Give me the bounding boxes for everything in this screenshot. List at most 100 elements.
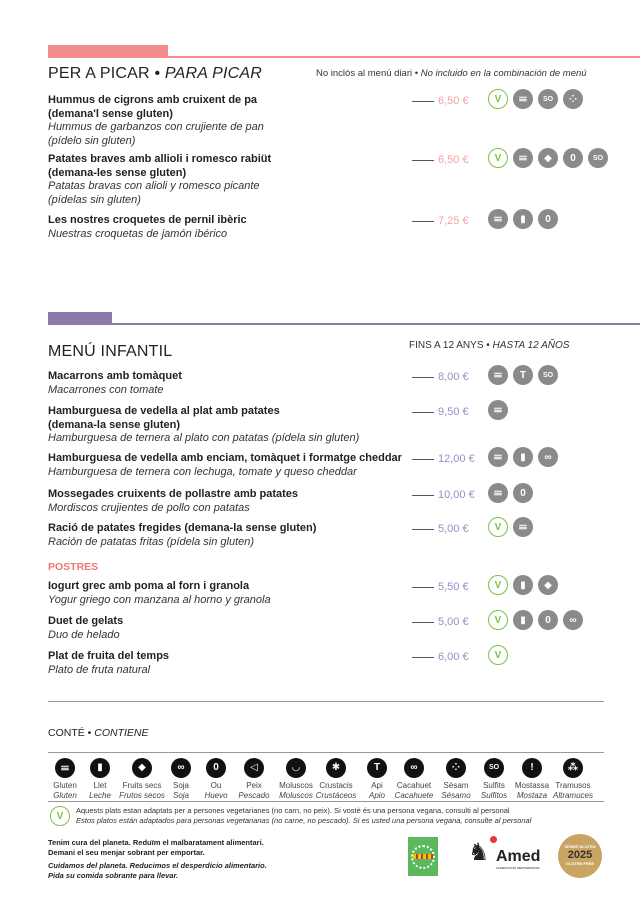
item-price: 5,50 € — [412, 580, 469, 594]
footer-ca-line: Demani el seu menjar sobrant per emporta… — [48, 848, 205, 857]
legend-label-es: Moluscos — [279, 791, 313, 800]
allergen-icons: 𝍢 ▮ ∞ — [488, 447, 558, 467]
menu-item: Mossegades cruixents de pollastre amb pa… — [48, 483, 640, 528]
price-dash — [412, 458, 434, 460]
gluten-icon: 𝍢 — [513, 89, 533, 109]
legend-item-celery: T Api Apio — [352, 758, 402, 801]
legend-label-es: Huevo — [204, 791, 228, 800]
item-name-es: Duo de helado — [48, 628, 120, 641]
sulphites-icon: SO — [484, 758, 504, 778]
fish-icon: ◁ — [244, 758, 264, 778]
price-dash — [412, 100, 434, 102]
egg-icon: 0 — [206, 758, 226, 778]
vegetarian-icon: V — [488, 89, 508, 109]
milk-icon: ▮ — [513, 447, 533, 467]
menu-item: Ració de patates fregides (demana-la sen… — [48, 517, 640, 562]
allergen-icons: V ▮ ◆ — [488, 575, 558, 595]
price-value: 5,00 € — [438, 523, 469, 535]
vegetarian-icon: V — [488, 575, 508, 595]
legend-label-ca: Soja — [172, 781, 189, 790]
allergen-legend: 𝍢 Gluten Gluten ▮ Llet Leche ◆ Fruits secs Fruto… — [48, 752, 604, 802]
item-price: 6,00 € — [412, 650, 469, 664]
item-name-ca: Iogurt grec amb poma al forn i granola — [48, 580, 250, 592]
nuts-icon: ◆ — [538, 575, 558, 595]
nuts-icon: ◆ — [538, 148, 558, 168]
allergen-icons: 𝍢 T SO — [488, 365, 558, 385]
vegetarian-icon: V — [50, 806, 70, 826]
item-price: 9,50 € — [412, 405, 469, 419]
gluten-icon: 𝍢 — [55, 758, 75, 778]
item-name-es: Hummus de garbanzos con crujiente de pan — [48, 121, 264, 133]
legend-label-ca: Llet — [93, 781, 107, 790]
legend-title-ca: CONTÉ — [48, 727, 85, 739]
item-name-ca: (demana-les sense gluten) — [48, 166, 187, 179]
legend-label-ca: Mostassa — [514, 781, 550, 790]
legend-label-es: Soja — [172, 791, 189, 800]
price-dash — [412, 220, 434, 222]
amed-text: Amed — [496, 848, 541, 865]
item-name-es: Macarrones con tomate — [48, 383, 164, 396]
item-price: 5,00 € — [412, 522, 469, 536]
legend-title: CONTÉ • CONTIENE — [48, 727, 149, 739]
allergen-icons: V 𝍢 ◆ 0 SO — [488, 148, 608, 168]
item-name-es: Ración de patatas fritas (pídela sin glu… — [48, 535, 255, 548]
note-es: No incluido en la combinación de menú — [420, 68, 587, 79]
legend-label-es: Sésamo — [441, 791, 471, 800]
footer-es-line: Cuidamos del planeta. Reducimos el despe… — [48, 861, 267, 870]
menu-item: Les nostres croquetes de pernil ibèric Nu… — [48, 209, 640, 254]
price-value: 5,00 € — [438, 616, 469, 628]
seal-year: 2025 — [567, 849, 593, 861]
gluten-icon: 𝍢 — [513, 148, 533, 168]
legend-label-ca: Cacahuet — [396, 781, 432, 790]
legend-label-ca: Crustacis — [319, 781, 353, 790]
item-name-es: Nuestras croquetas de jamón ibérico — [48, 227, 228, 240]
item-name-ca: Plat de fruita del temps — [48, 650, 170, 662]
item-name-ca: Hummus de cigrons amb cruixent de pa — [48, 94, 258, 106]
divider — [48, 701, 604, 702]
celery-icon: T — [513, 365, 533, 385]
legend-label-ca: Api — [371, 781, 383, 790]
egg-icon: 0 — [538, 209, 558, 229]
legend-item-lupin: ⁂ Tramusos Altramuces — [548, 758, 598, 801]
sesame-icon: ⁘ — [563, 89, 583, 109]
item-name-es: Plato de fruta natural — [48, 663, 151, 676]
note-ca: No inclòs al menú diari — [316, 68, 413, 79]
legend-title-es: CONTIENE — [94, 727, 149, 739]
gluten-icon: 𝍢 — [513, 517, 533, 537]
egg-icon: 0 — [538, 610, 558, 630]
legend-item-molluscs: ◡ Moluscos Moluscos — [271, 758, 321, 801]
title-ca: PER A PICAR — [48, 65, 150, 82]
milk-icon: ▮ — [513, 209, 533, 229]
legend-item-sulphites: SO Sulfits Sulfitos — [469, 758, 519, 801]
item-name-es: Hamburguesa de ternera al plato con pata… — [48, 432, 360, 444]
soy-icon: ∞ — [171, 758, 191, 778]
section-line-infantil — [48, 323, 640, 325]
item-name-ca: Patates braves amb allioli i romesco rab… — [48, 153, 272, 165]
gluten-icon: 𝍢 — [488, 365, 508, 385]
section-title-infantil: MENÚ INFANTIL — [48, 343, 173, 360]
legend-label-es: Gluten — [53, 791, 77, 800]
item-price: 6,50 € — [412, 153, 469, 167]
price-value: 9,50 € — [438, 406, 469, 418]
molluscs-icon: ◡ — [286, 758, 306, 778]
legend-label-ca: Sulfits — [483, 781, 505, 790]
price-dash — [412, 586, 434, 588]
footer-es: Cuidamos del planeta. Reducimos el despe… — [48, 861, 267, 881]
section-title-picar: PER A PICAR • PARA PICAR — [48, 65, 263, 82]
legend-item-nuts: ◆ Fruits secs Frutos secos — [117, 758, 167, 801]
item-price: 8,00 € — [412, 370, 469, 384]
milk-icon: ▮ — [90, 758, 110, 778]
legend-item-crustaceans: ✱ Crustacis Crustáceos — [311, 758, 361, 801]
allergen-icons: V 𝍢 SO ⁘ — [488, 89, 583, 109]
price-dash — [412, 621, 434, 623]
item-name-ca: Les nostres croquetes de pernil ibèric — [48, 214, 247, 226]
item-name-es: (pídelas sin gluten) — [48, 193, 141, 206]
legend-item-gluten: 𝍢 Gluten Gluten — [40, 758, 90, 801]
item-price: 6,50 € — [412, 94, 469, 108]
milk-icon: ▮ — [513, 575, 533, 595]
sulphites-icon: SO — [538, 89, 558, 109]
price-value: 6,50 € — [438, 154, 469, 166]
legend-label-ca: Tramusos — [555, 781, 591, 790]
price-value: 7,25 € — [438, 215, 469, 227]
